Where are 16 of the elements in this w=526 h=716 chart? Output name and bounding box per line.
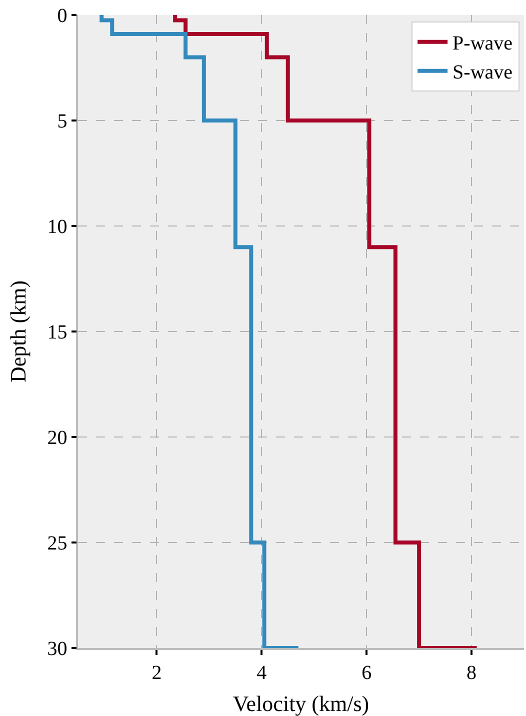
x-tick-label: 8 [466, 662, 477, 684]
x-tick-label: 6 [362, 662, 372, 684]
y-tick-label: 15 [47, 322, 68, 344]
y-tick-label: 10 [47, 216, 68, 238]
y-tick-label: 30 [47, 638, 68, 660]
x-tick-label: 2 [152, 662, 162, 684]
y-tick-label: 25 [47, 532, 68, 554]
legend-label: S-wave [452, 62, 513, 84]
x-axis-title: Velocity (km/s) [232, 691, 370, 716]
y-tick-label: 20 [47, 427, 68, 449]
y-tick-label: 0 [57, 5, 68, 27]
line-series [100, 15, 300, 648]
y-tick-label: 5 [57, 110, 68, 132]
y-axis-title: Depth (km) [6, 280, 31, 383]
x-tick-label: 4 [256, 662, 267, 684]
legend-label: P-wave [452, 32, 513, 55]
